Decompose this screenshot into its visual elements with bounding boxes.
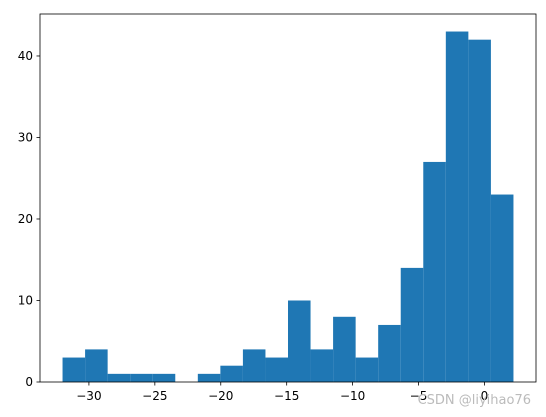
bar	[333, 316, 356, 382]
bar	[197, 373, 221, 382]
bar	[62, 357, 86, 382]
bar	[423, 161, 446, 382]
bar	[378, 324, 401, 382]
y-tick-label: 30	[18, 130, 33, 144]
bar	[265, 357, 288, 382]
plot-frame	[39, 13, 537, 383]
x-tick-label: −15	[274, 389, 299, 403]
bar	[445, 31, 469, 383]
bar	[130, 373, 153, 382]
bar	[220, 365, 243, 382]
x-tick-label: −30	[76, 389, 101, 403]
x-tick-label: −10	[340, 389, 365, 403]
bar	[242, 349, 266, 382]
y-tick-label: 20	[18, 212, 33, 226]
watermark: CSDN @liyihao76	[418, 393, 531, 408]
bar	[85, 349, 108, 382]
bar	[355, 357, 379, 382]
bar	[490, 194, 514, 382]
y-tick-label: 10	[18, 293, 33, 307]
x-tick-label: −25	[142, 389, 167, 403]
y-tick-label: 0	[25, 375, 33, 389]
bar	[288, 300, 311, 382]
y-tick-label: 40	[18, 49, 33, 63]
x-tick-label: −20	[208, 389, 233, 403]
bar	[310, 349, 334, 382]
bar	[107, 373, 131, 382]
bar	[468, 39, 491, 383]
x-tick-label: 0	[481, 389, 489, 403]
x-tick-label: −5	[410, 389, 428, 403]
bar	[400, 267, 424, 382]
bar	[152, 373, 176, 382]
